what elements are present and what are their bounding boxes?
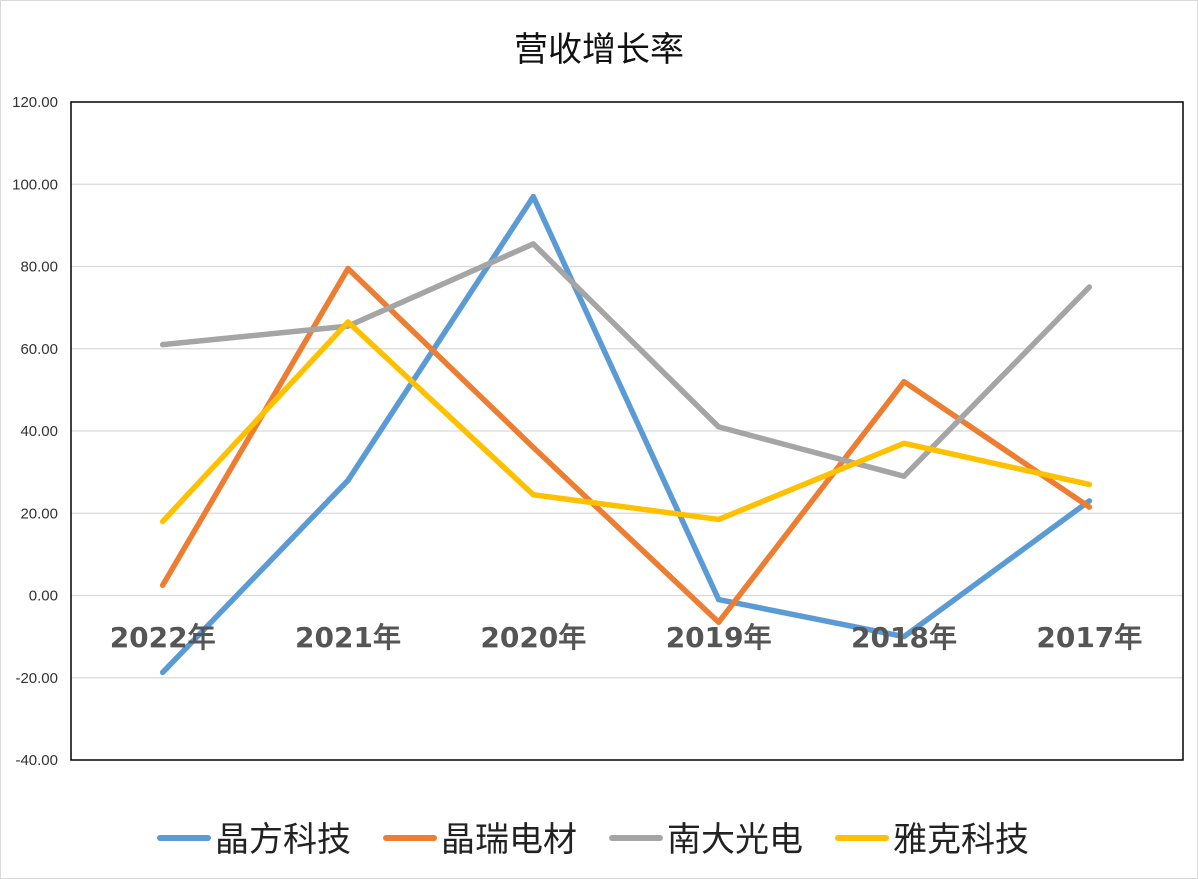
data-point <box>716 424 722 430</box>
y-tick-label: -20.00 <box>15 670 58 687</box>
y-tick-label: 100.00 <box>12 176 58 193</box>
data-point <box>160 669 166 675</box>
y-tick-label: 80.00 <box>20 259 58 276</box>
y-tick-label: 20.00 <box>20 505 58 522</box>
data-point <box>1086 498 1092 504</box>
y-tick-label: 120.00 <box>12 94 58 111</box>
data-point <box>1086 504 1092 510</box>
data-point <box>530 241 536 247</box>
data-point <box>345 266 351 272</box>
data-point <box>901 440 907 446</box>
legend-label: 雅克科技 <box>893 820 1029 860</box>
data-point <box>901 634 907 640</box>
x-tick-label: 2022年 <box>110 621 216 654</box>
series-line <box>159 193 1093 676</box>
x-tick-label: 2017年 <box>1036 621 1142 654</box>
legend-label: 晶瑞电材 <box>441 820 577 860</box>
y-tick-label: -40.00 <box>15 752 58 769</box>
y-tick-label: 0.00 <box>29 588 58 605</box>
series-line <box>159 319 1093 525</box>
data-point <box>160 582 166 588</box>
data-point <box>901 473 907 479</box>
series-line <box>159 241 1093 479</box>
series-line <box>159 265 1093 625</box>
x-tick-label: 2019年 <box>666 621 772 654</box>
x-tick-label: 2020年 <box>480 621 586 654</box>
data-point <box>160 518 166 524</box>
x-tick-label: 2018年 <box>851 621 957 654</box>
data-point <box>716 619 722 625</box>
legend-label: 南大光电 <box>667 820 803 860</box>
data-point <box>345 319 351 325</box>
data-point <box>1086 481 1092 487</box>
data-point <box>345 477 351 483</box>
data-point <box>1086 284 1092 290</box>
y-tick-label: 40.00 <box>20 423 58 440</box>
data-point <box>530 492 536 498</box>
data-point <box>530 444 536 450</box>
chart-title: 营收增长率 <box>514 30 684 70</box>
data-point <box>716 516 722 522</box>
data-point <box>716 597 722 603</box>
plot-area-border <box>70 101 1184 761</box>
data-point <box>160 342 166 348</box>
y-tick-label: 60.00 <box>20 341 58 358</box>
x-tick-label: 2021年 <box>295 621 401 654</box>
data-point <box>530 194 536 200</box>
legend-label: 晶方科技 <box>215 820 351 860</box>
data-point <box>901 379 907 385</box>
